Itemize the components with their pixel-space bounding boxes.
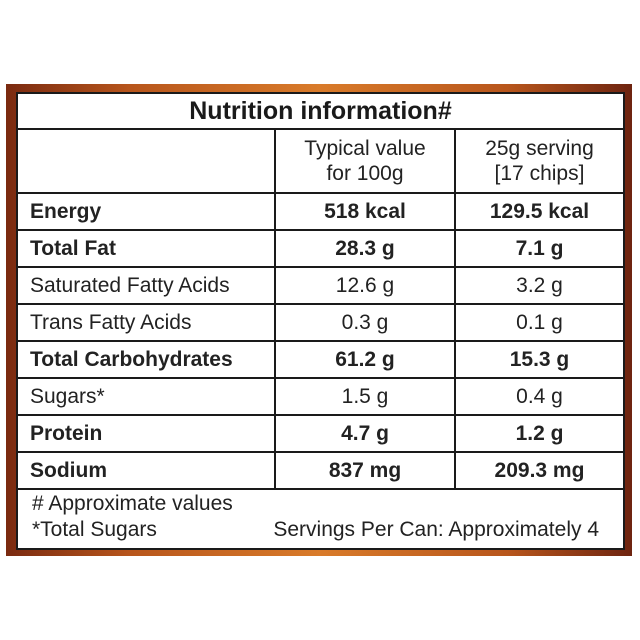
header-per-100g-line1: Typical value [304,137,426,160]
value-per-100g: 28.3 g [274,229,456,268]
nutrient-label: Protein [18,414,276,453]
header-row: Typical value for 100g 25g serving [17 c… [18,128,623,194]
table-row: Saturated Fatty Acids 12.6 g 3.2 g [18,266,623,305]
footnote-sugars: *Total Sugars [32,518,157,541]
footnotes: # Approximate values *Total Sugars Servi… [18,488,623,548]
nutrition-panel: Nutrition information# Typical value for… [16,92,625,550]
table-row: Total Fat 28.3 g 7.1 g [18,229,623,268]
nutrient-label: Total Carbohydrates [18,340,276,379]
value-per-100g: 837 mg [274,451,456,490]
header-per-serving-line1: 25g serving [485,137,594,160]
value-per-serving: 0.1 g [454,303,623,342]
header-per-serving: 25g serving [17 chips] [454,128,623,194]
header-nutrient [18,128,276,194]
value-per-serving: 129.5 kcal [454,192,623,231]
nutrient-label: Energy [18,192,276,231]
value-per-100g: 0.3 g [274,303,456,342]
value-per-serving: 0.4 g [454,377,623,416]
value-per-serving: 3.2 g [454,266,623,305]
value-per-100g: 1.5 g [274,377,456,416]
value-per-serving: 15.3 g [454,340,623,379]
table-row: Trans Fatty Acids 0.3 g 0.1 g [18,303,623,342]
header-per-100g-line2: for 100g [326,162,404,185]
table-row: Sugars* 1.5 g 0.4 g [18,377,623,416]
nutrient-label: Sugars* [18,377,276,416]
nutrient-label: Saturated Fatty Acids [18,266,276,305]
nutrient-label: Total Fat [18,229,276,268]
nutrition-table: Typical value for 100g 25g serving [17 c… [18,128,623,490]
value-per-100g: 12.6 g [274,266,456,305]
value-per-100g: 518 kcal [274,192,456,231]
value-per-100g: 61.2 g [274,340,456,379]
value-per-100g: 4.7 g [274,414,456,453]
servings-per-can: Servings Per Can: Approximately 4 [273,518,599,541]
header-per-serving-line2: [17 chips] [494,162,585,185]
table-row: Protein 4.7 g 1.2 g [18,414,623,453]
table-row: Sodium 837 mg 209.3 mg [18,451,623,490]
table-row: Total Carbohydrates 61.2 g 15.3 g [18,340,623,379]
value-per-serving: 1.2 g [454,414,623,453]
nutrient-label: Sodium [18,451,276,490]
panel-title: Nutrition information# [189,97,452,125]
nutrient-label: Trans Fatty Acids [18,303,276,342]
value-per-serving: 7.1 g [454,229,623,268]
header-per-100g: Typical value for 100g [274,128,456,194]
footnote-approx: # Approximate values [32,492,233,515]
value-per-serving: 209.3 mg [454,451,623,490]
table-row: Energy 518 kcal 129.5 kcal [18,192,623,231]
